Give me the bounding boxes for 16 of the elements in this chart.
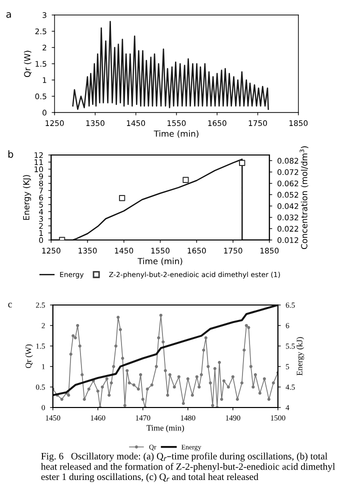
x-axis-title: Time (min) xyxy=(138,258,182,266)
point xyxy=(118,194,126,202)
chart-title: c xyxy=(8,302,12,308)
point xyxy=(182,176,189,184)
y2-axis-title: Concentration (mol/dm$^{3}$) xyxy=(300,146,308,249)
point xyxy=(239,160,246,166)
line-series xyxy=(72,20,269,110)
y-axis-title: Energy (KJ) xyxy=(22,175,32,220)
y2-axis-title: Energy (kJ) xyxy=(296,337,304,376)
chart-title: b xyxy=(8,150,14,158)
y-axis-title: Qr (W) xyxy=(25,344,33,368)
x-axis-title: Time (min) xyxy=(146,424,184,432)
chart-title: a xyxy=(6,12,11,18)
x-axis-title: Time (min) xyxy=(154,130,198,138)
y-axis-title: Qr (W) xyxy=(24,50,32,77)
caption: Fig. 6 Oscillatory mode: (a) Q$_{r}$–time profile during oscillations, (b) total heat released and the formation of Z-2-phenyl-but-2-enedioic acid dimethyl ester 1 during oscillations, (c) Q$_{r}$ and total heat released xyxy=(41,452,335,482)
